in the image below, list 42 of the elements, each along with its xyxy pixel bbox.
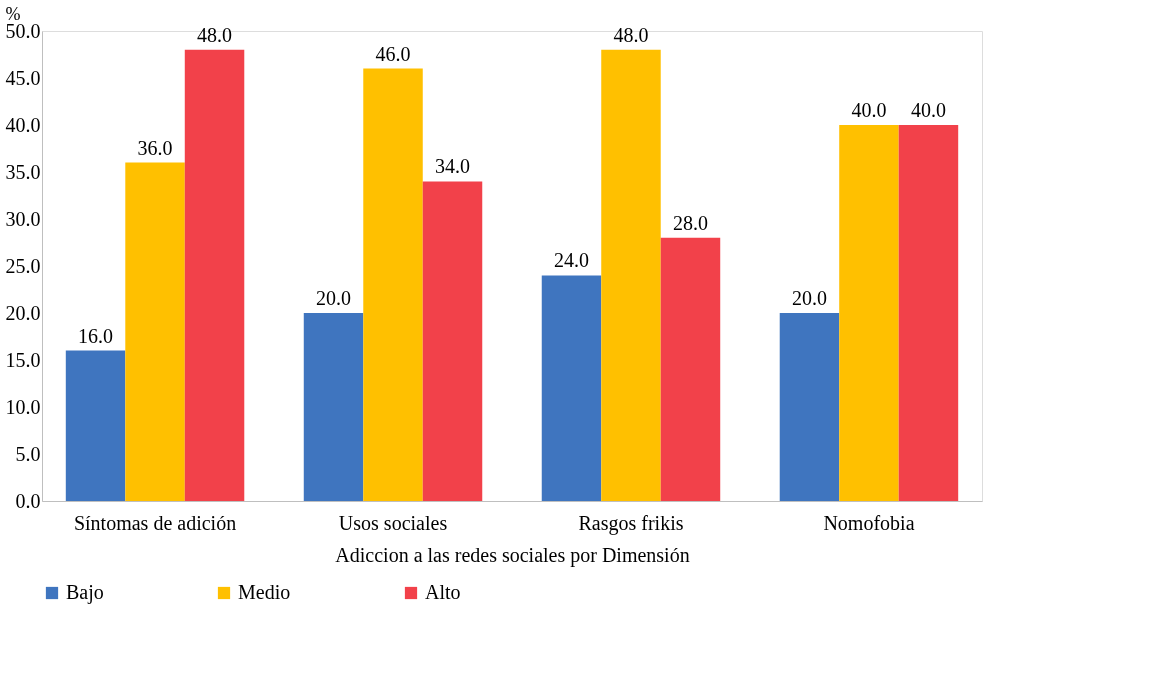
- bar: [779, 313, 840, 501]
- bar: [541, 275, 602, 501]
- legend-label: Alto: [425, 581, 461, 603]
- y-tick-label: 5.0: [15, 442, 41, 465]
- y-tick-label: 30.0: [5, 207, 41, 230]
- x-tick-label: Usos sociales: [338, 511, 448, 534]
- data-label: 48.0: [613, 23, 649, 46]
- y-tick-label: 0.0: [15, 489, 41, 512]
- bar: [65, 350, 126, 501]
- bar: [303, 313, 364, 501]
- data-label: 28.0: [672, 211, 708, 234]
- data-label: 36.0: [137, 136, 173, 159]
- data-label: 34.0: [435, 155, 471, 178]
- y-tick-label: 45.0: [5, 66, 41, 89]
- data-label: 46.0: [375, 42, 411, 65]
- legend-label: Medio: [238, 581, 291, 603]
- data-label: 40.0: [910, 99, 946, 121]
- y-tick-label: 10.0: [5, 395, 41, 418]
- data-label: 20.0: [316, 287, 352, 309]
- bar: [601, 49, 661, 501]
- y-tick-label: 25.0: [5, 254, 41, 277]
- y-tick-label: 35.0: [5, 160, 41, 183]
- x-axis-title: Adiccion a las redes sociales por Dimensión: [335, 543, 690, 567]
- data-label: 16.0: [78, 324, 114, 347]
- x-tick-label: Nomofobia: [823, 511, 915, 534]
- bar: [363, 68, 423, 501]
- x-tick-label: Síntomas de adición: [73, 511, 237, 534]
- data-label: 40.0: [851, 99, 887, 121]
- bar: [125, 162, 185, 501]
- data-label: 48.0: [197, 23, 233, 46]
- x-tick-label: Rasgos frikis: [578, 511, 684, 535]
- bar: [184, 49, 245, 501]
- legend-label: Bajo: [66, 581, 104, 604]
- bar: [898, 125, 959, 501]
- data-label: 20.0: [791, 287, 827, 309]
- y-tick-label: 40.0: [5, 113, 41, 136]
- data-label: 24.0: [553, 249, 589, 272]
- bar: [839, 125, 899, 501]
- bar: [422, 181, 483, 501]
- y-tick-label: 20.0: [5, 301, 41, 324]
- y-tick-label: 15.0: [5, 348, 41, 371]
- bar: [660, 237, 721, 501]
